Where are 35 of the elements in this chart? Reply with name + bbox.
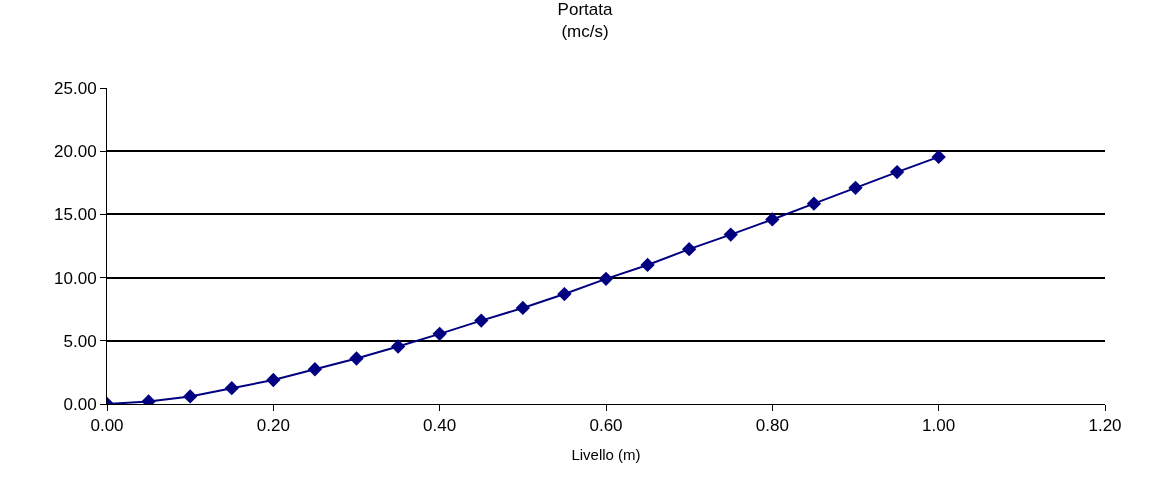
point: [474, 313, 489, 328]
x-tick-label: 0.60: [589, 416, 623, 436]
x-tick-label: 0.80: [755, 416, 789, 436]
y-tick-label: 20.00: [54, 142, 97, 162]
y-tick-label: 25.00: [54, 78, 97, 98]
y-tick-label: 10.00: [54, 268, 97, 288]
point: [848, 180, 863, 196]
x-axis-title: Livello (m): [571, 446, 641, 464]
point: [224, 381, 239, 396]
x-tick-label: 0.20: [256, 416, 290, 436]
point: [765, 212, 780, 227]
point: [640, 257, 655, 273]
x-tick-label: 1.20: [1088, 416, 1122, 436]
x-tick-label: 0.00: [90, 416, 124, 436]
chart-subtitle: (mc/s): [561, 21, 609, 41]
y-tick-label: 15.00: [54, 205, 97, 225]
point: [266, 372, 281, 388]
point: [931, 149, 946, 165]
x-tick-label: 1.00: [922, 416, 956, 436]
point: [349, 351, 364, 366]
point: [806, 196, 822, 211]
point: [723, 227, 738, 242]
point: [889, 164, 905, 180]
y-tick-label: 0.00: [63, 394, 97, 414]
point: [598, 271, 614, 287]
y-tick-label: 5.00: [63, 331, 97, 351]
chart-title: Portata: [557, 0, 613, 19]
point: [307, 362, 323, 377]
x-tick-label: 0.40: [423, 416, 457, 436]
point: [682, 242, 697, 257]
point: [432, 326, 447, 341]
point: [515, 300, 530, 316]
point: [390, 339, 406, 354]
point: [183, 389, 198, 404]
point: [557, 286, 572, 302]
